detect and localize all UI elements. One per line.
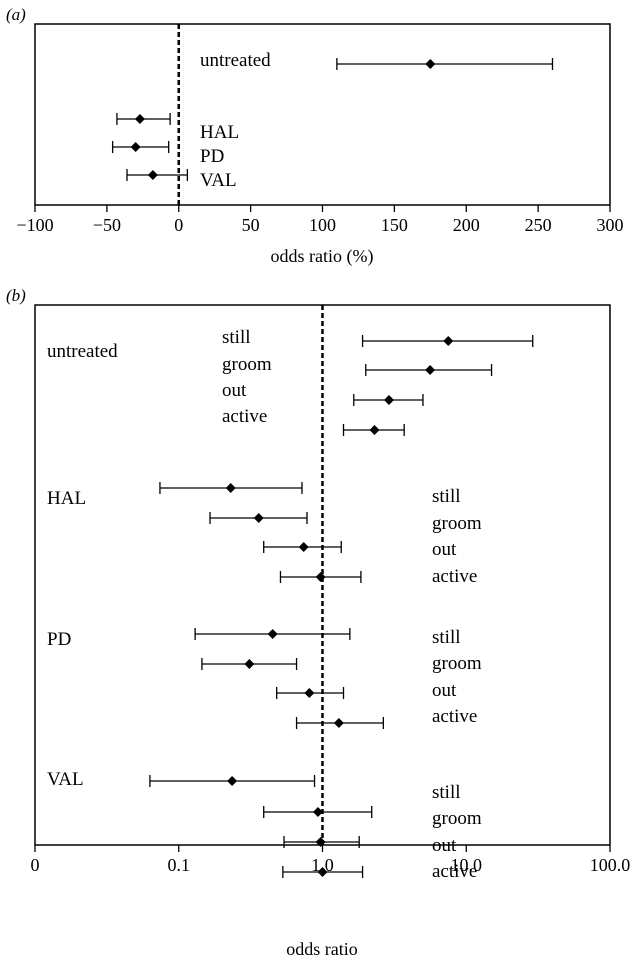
panel-b-group-hal: HAL: [47, 488, 86, 509]
panel-b-point-hal-groom-marker: [253, 513, 264, 523]
panel-a-point-hal-marker: [134, 114, 145, 124]
panel-a-point-untreated: [336, 58, 554, 70]
panel-b-point-hal-groom: [209, 512, 308, 524]
panel-a-tick-label: −100: [16, 215, 53, 235]
panel-b-point-pd-still: [194, 628, 351, 640]
panel-b-tick-label: 10.0: [451, 855, 483, 875]
panel-b-point-pd-active: [295, 717, 384, 729]
panel-a-label-hal: HAL: [200, 122, 239, 143]
panel-b-point-pd-out: [276, 687, 345, 699]
panel-b-untreated-out: out: [222, 380, 247, 401]
panel-b-point-hal-out-marker: [298, 542, 309, 552]
panel-a-x-title: odds ratio (%): [271, 246, 374, 267]
panel-a: (a) −100 −50 0 50 100 150 200 250 300 untreated …: [6, 5, 624, 267]
panel-b-hal-groom: groom: [432, 513, 482, 534]
panel-b-pd-still: still: [432, 627, 461, 648]
panel-b-point-pd-still-marker: [267, 629, 278, 639]
panel-b: (b) 0 0.1 1.0 10.0 100.0 untreated HAL PD VA…: [6, 286, 630, 959]
panel-a-tick-label: 150: [381, 215, 408, 235]
panel-b-pd-out: out: [432, 680, 457, 701]
panel-b-point-hal-still-marker: [225, 483, 236, 493]
panel-b-group-untreated: untreated: [47, 341, 118, 362]
panel-b-point-untreated-groom: [365, 364, 493, 376]
panel-b-point-hal-still: [159, 482, 303, 494]
panel-b-tick-label: 1.0: [311, 855, 334, 875]
panel-b-point-hal-active-marker: [315, 572, 326, 582]
panel-a-points: [111, 58, 554, 181]
panel-a-point-pd: [111, 141, 170, 153]
panel-b-point-untreated-still-marker: [443, 336, 454, 346]
panel-b-point-pd-active-marker: [333, 718, 344, 728]
panel-a-label-val: VAL: [200, 170, 237, 191]
panel-b-group-val: VAL: [47, 769, 84, 790]
panel-b-point-val-groom: [263, 806, 373, 818]
panel-b-group-pd: PD: [47, 629, 71, 650]
panel-a-label: (a): [6, 5, 26, 24]
panel-b-tick-label: 0: [31, 855, 40, 875]
panel-a-point-hal: [116, 113, 171, 125]
panel-b-point-untreated-still: [361, 335, 534, 347]
panel-b-untreated-groom: groom: [222, 354, 272, 375]
panel-b-point-hal-active: [279, 571, 362, 583]
panel-b-label: (b): [6, 286, 26, 305]
panel-a-tick-label: 200: [453, 215, 480, 235]
panel-b-point-untreated-out-marker: [383, 395, 394, 405]
panel-b-point-val-groom-marker: [312, 807, 323, 817]
panel-b-point-untreated-out: [353, 394, 424, 406]
panel-a-tick-label: 0: [174, 215, 183, 235]
panel-b-pd-active: active: [432, 706, 477, 727]
panel-b-point-hal-out: [263, 541, 342, 553]
panel-b-pd-groom: groom: [432, 653, 482, 674]
panel-b-point-val-active: [282, 866, 364, 878]
panel-b-untreated-active: active: [222, 406, 267, 427]
panel-a-x-axis: −100 −50 0 50 100 150 200 250 300: [16, 205, 624, 235]
panel-b-point-val-out-marker: [315, 837, 326, 847]
panel-b-point-val-active-marker: [317, 867, 328, 877]
panel-b-hal-active: active: [432, 566, 477, 587]
panel-a-label-untreated: untreated: [200, 50, 271, 71]
panel-b-x-axis: 0 0.1 1.0 10.0 100.0: [31, 845, 631, 875]
panel-b-untreated-still: still: [222, 327, 251, 348]
panel-b-tick-label: 100.0: [590, 855, 631, 875]
panel-a-point-val: [126, 169, 189, 181]
panel-b-val-groom: groom: [432, 808, 482, 829]
panel-a-point-pd-marker: [130, 142, 141, 152]
panel-a-tick-label: 250: [525, 215, 552, 235]
panel-b-point-val-still: [149, 775, 316, 787]
panel-b-point-pd-groom: [201, 658, 298, 670]
panel-a-tick-label: 300: [597, 215, 624, 235]
panel-b-hal-out: out: [432, 539, 457, 560]
panel-b-point-val-out: [283, 836, 360, 848]
panel-b-point-untreated-groom-marker: [425, 365, 436, 375]
panel-b-points: [149, 335, 534, 878]
panel-b-point-untreated-active-marker: [369, 425, 380, 435]
panel-b-x-title: odds ratio: [286, 939, 358, 959]
panel-b-point-pd-groom-marker: [244, 659, 255, 669]
panel-a-point-val-marker: [147, 170, 158, 180]
panel-a-tick-label: 100: [309, 215, 336, 235]
panel-a-frame: [34, 23, 611, 206]
panel-b-point-val-still-marker: [227, 776, 238, 786]
panel-a-label-pd: PD: [200, 146, 224, 167]
panel-b-val-active: active: [432, 861, 477, 882]
panel-b-point-untreated-active: [342, 424, 405, 436]
panel-b-hal-still: still: [432, 486, 461, 507]
panel-b-val-still: still: [432, 782, 461, 803]
panel-b-val-out: out: [432, 835, 457, 856]
panel-b-point-pd-out-marker: [304, 688, 315, 698]
panel-b-tick-label: 0.1: [168, 855, 191, 875]
panel-a-point-untreated-marker: [425, 59, 436, 69]
panel-a-tick-label: −50: [93, 215, 121, 235]
panel-a-tick-label: 50: [242, 215, 260, 235]
